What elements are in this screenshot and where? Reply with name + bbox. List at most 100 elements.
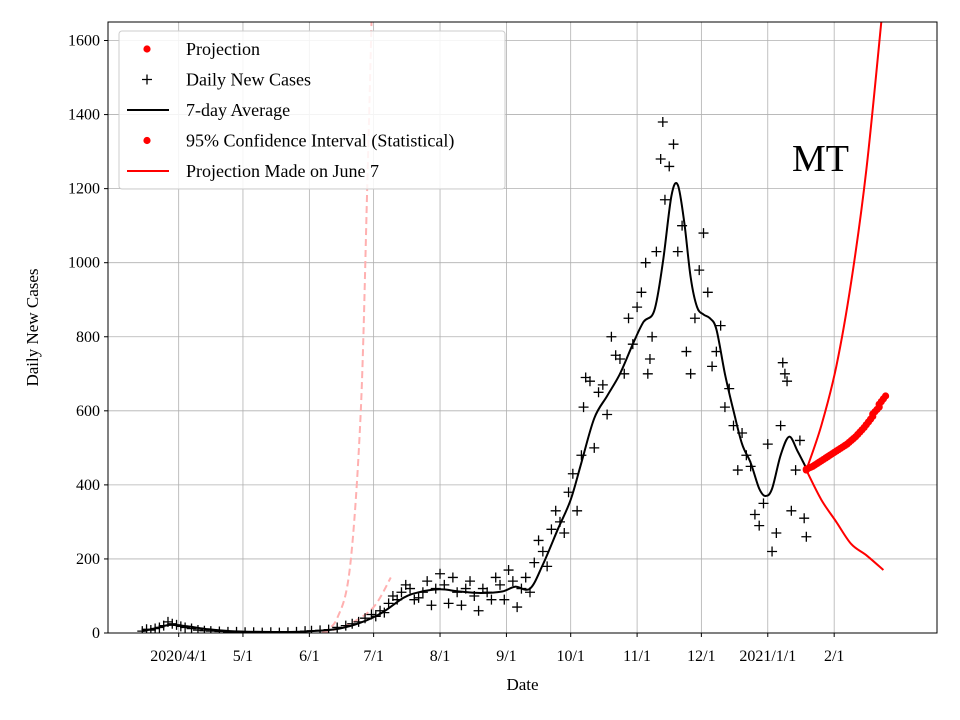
daily-case-point	[698, 228, 709, 239]
x-tick-label: 6/1	[299, 648, 319, 665]
daily-case-point	[559, 528, 570, 539]
daily-case-point	[758, 498, 769, 509]
legend-plus-marker	[142, 74, 152, 85]
state-annotation: MT	[792, 138, 849, 180]
daily-case-point	[801, 531, 812, 542]
y-tick-label: 1000	[68, 255, 100, 272]
daily-case-point	[732, 465, 743, 476]
x-tick-label: 10/1	[556, 648, 584, 665]
x-tick-labels: 2020/4/1 5/1 6/1 7/1 8/1 9/1 10/1 11/1 12/1 2021/…	[150, 633, 844, 665]
x-tick-label: 12/1	[687, 648, 715, 665]
y-axis-title: Daily New Cases	[23, 268, 42, 386]
daily-case-point	[435, 568, 446, 579]
daily-case-point	[499, 594, 510, 605]
y-tick-label: 0	[92, 625, 100, 642]
daily-case-point	[542, 561, 553, 572]
legend-label: 95% Confidence Interval (Statistical)	[186, 131, 454, 152]
daily-case-point	[186, 623, 197, 633]
daily-case-point	[694, 265, 705, 276]
x-tick-label: 5/1	[233, 648, 253, 665]
daily-case-point	[777, 357, 788, 368]
daily-case-point	[550, 505, 561, 516]
daily-case-point	[606, 331, 617, 342]
daily-case-point	[572, 505, 583, 516]
legend-dot-marker	[143, 136, 151, 145]
daily-case-point	[715, 320, 726, 331]
daily-case-point	[636, 287, 647, 298]
axes-frame	[107, 21, 938, 634]
legend-label: 7-day Average	[186, 100, 290, 120]
legend: Projection Daily New Cases 7-day Average 95…	[118, 30, 506, 190]
daily-case-point	[490, 572, 501, 583]
daily-case-point	[640, 257, 651, 268]
confidence-interval-line	[805, 469, 885, 571]
x-tick-label: 2020/4/1	[150, 648, 207, 665]
daily-case-point	[771, 528, 782, 539]
daily-case-point	[192, 625, 203, 633]
daily-case-point	[486, 594, 497, 605]
daily-case-point	[537, 546, 548, 557]
daily-case-point	[799, 513, 810, 524]
daily-case-point	[383, 598, 394, 609]
daily-case-point	[754, 520, 765, 531]
projection-point	[881, 392, 890, 400]
daily-case-point	[456, 600, 467, 611]
daily-case-point	[775, 420, 786, 431]
y-tick-labels: 0 200 400 600 800 1000 1200 1400 1600	[68, 33, 108, 642]
daily-case-point	[767, 546, 778, 557]
x-axis-title: Date	[506, 675, 538, 694]
daily-case-point	[655, 154, 666, 165]
daily-case-point	[520, 572, 531, 583]
daily-case-point	[786, 505, 797, 516]
daily-case-point	[681, 346, 692, 357]
daily-case-point	[632, 302, 643, 313]
x-tick-label: 7/1	[363, 648, 383, 665]
daily-case-point	[664, 161, 675, 172]
daily-case-point	[779, 368, 790, 379]
daily-case-point	[396, 587, 407, 598]
legend-item: Projection Made on June 7	[127, 161, 379, 181]
daily-case-point	[426, 600, 437, 611]
daily-case-point	[749, 509, 760, 520]
daily-case-point	[439, 579, 450, 590]
legend-box	[118, 30, 506, 190]
daily-case-point	[529, 557, 540, 568]
daily-case-point	[719, 402, 730, 413]
daily-case-point	[563, 487, 574, 498]
legend-items: Projection Daily New Cases 7-day Average 95…	[127, 39, 454, 181]
legend-item: 95% Confidence Interval (Statistical)	[143, 131, 454, 152]
daily-case-point	[447, 572, 458, 583]
daily-case-point	[465, 576, 476, 587]
seven-day-average-line	[142, 182, 808, 633]
daily-case-point	[473, 605, 484, 616]
x-tick-label: 9/1	[496, 648, 516, 665]
daily-case-point	[578, 402, 589, 413]
y-tick-label: 1600	[68, 33, 100, 50]
daily-case-point	[512, 602, 523, 613]
daily-case-point	[205, 626, 216, 633]
daily-case-point	[668, 139, 679, 150]
daily-case-point	[576, 450, 587, 461]
daily-case-point	[597, 379, 608, 390]
daily-case-point	[443, 598, 454, 609]
legend-label: Projection	[186, 39, 260, 59]
daily-case-point	[405, 583, 416, 594]
daily-case-point	[685, 368, 696, 379]
daily-case-point	[711, 346, 722, 357]
x-tick-label: 8/1	[430, 648, 450, 665]
daily-case-point	[413, 592, 424, 603]
daily-case-point	[567, 468, 578, 479]
daily-case-point	[495, 579, 506, 590]
y-tick-label: 1400	[68, 107, 100, 124]
daily-case-point	[672, 246, 683, 257]
daily-case-point	[707, 361, 718, 372]
daily-case-point	[794, 435, 805, 446]
legend-label: Projection Made on June 7	[186, 161, 379, 181]
x-tick-label: 2/1	[824, 648, 844, 665]
daily-case-point	[762, 439, 773, 450]
daily-case-point	[647, 331, 658, 342]
daily-case-point	[503, 565, 514, 576]
legend-label: Daily New Cases	[186, 70, 311, 90]
daily-case-point	[657, 116, 668, 127]
